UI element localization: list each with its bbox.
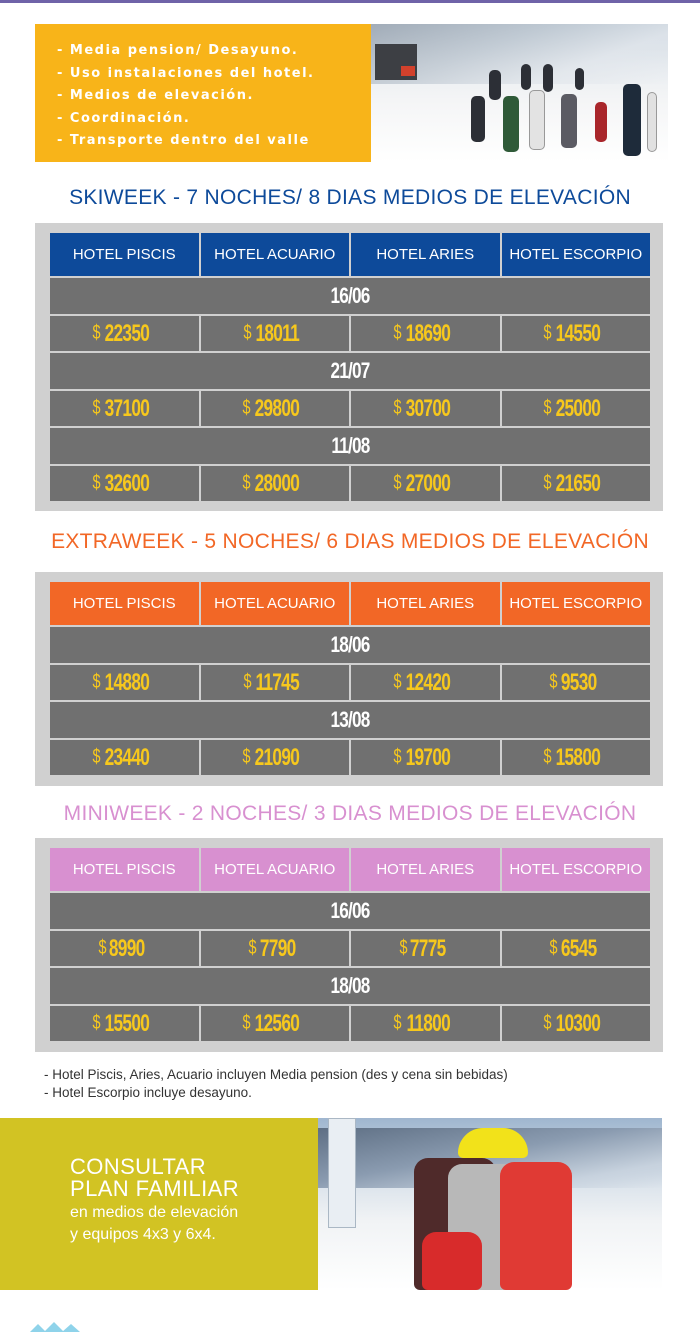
date-label: 16/06	[330, 283, 370, 308]
hotel-header-aries: HOTEL ARIES	[351, 582, 500, 625]
family-ski-photo	[318, 1118, 662, 1290]
include-item: - Media pension/ Desayuno.	[57, 43, 299, 58]
price-cell: $18011	[200, 316, 349, 351]
price-cell: $15800	[501, 740, 650, 775]
include-item: - Medios de elevación.	[57, 88, 254, 103]
family-plan-subtitle-line1: en medios de elevación	[70, 1204, 239, 1221]
family-plan-title-line1: CONSULTAR	[70, 1154, 207, 1179]
date-row: 16/06	[50, 278, 650, 314]
price-row: $23440 $21090 $19700 $15800	[50, 740, 650, 775]
price-cell: $15500	[50, 1006, 199, 1041]
price-cell: $29800	[200, 391, 349, 426]
date-row: 11/08	[50, 428, 650, 464]
price-cell: $9530	[501, 665, 650, 700]
price-cell: $14550	[501, 316, 650, 351]
include-item: - Transporte dentro del valle	[57, 133, 310, 148]
date-label: 18/06	[330, 632, 370, 657]
price-row: $8990 $7790 $7775 $6545	[50, 931, 650, 966]
price-cell: $11745	[200, 665, 349, 700]
price-cell: $30700	[351, 391, 500, 426]
price-cell: $28000	[200, 466, 349, 501]
date-row: 18/08	[50, 968, 650, 1004]
footnote: - Hotel Piscis, Aries, Acuario incluyen …	[44, 1067, 508, 1082]
table-header-row: HOTEL PISCIS HOTEL ACUARIO HOTEL ARIES H…	[50, 582, 650, 625]
price-cell: $27000	[351, 466, 500, 501]
table-header-row: HOTEL PISCIS HOTEL ACUARIO HOTEL ARIES H…	[50, 233, 650, 276]
hotel-header-piscis: HOTEL PISCIS	[50, 848, 199, 891]
hotel-header-escorpio: HOTEL ESCORPIO	[501, 233, 650, 276]
price-cell: $11800	[351, 1006, 500, 1041]
include-item: - Coordinación.	[57, 110, 191, 126]
price-cell: $14880	[50, 665, 199, 700]
date-label: 16/06	[330, 898, 370, 923]
footnotes: - Hotel Piscis, Aries, Acuario incluyen …	[44, 1066, 508, 1102]
extraweek-title: EXTRAWEEK - 5 NOCHES/ 6 DIAS MEDIOS DE E…	[51, 530, 649, 553]
price-row: $14880 $11745 $12420 $9530	[50, 665, 650, 700]
hotel-header-escorpio: HOTEL ESCORPIO	[501, 848, 650, 891]
date-row: 21/07	[50, 353, 650, 389]
price-cell: $6545	[501, 931, 650, 966]
date-label: 18/08	[330, 973, 370, 998]
price-cell: $19700	[351, 740, 500, 775]
hotel-header-acuario: HOTEL ACUARIO	[200, 233, 349, 276]
price-cell: $23440	[50, 740, 199, 775]
price-cell: $21650	[501, 466, 650, 501]
date-row: 16/06	[50, 893, 650, 929]
hotel-header-aries: HOTEL ARIES	[351, 233, 500, 276]
hotel-header-piscis: HOTEL PISCIS	[50, 233, 199, 276]
includes-banner: - Media pension/ Desayuno. - Uso instala…	[35, 24, 668, 162]
date-label: 11/08	[330, 433, 370, 458]
price-row: $15500 $12560 $11800 $10300	[50, 1006, 650, 1041]
price-cell: $37100	[50, 391, 199, 426]
hotel-header-acuario: HOTEL ACUARIO	[200, 582, 349, 625]
price-cell: $7790	[200, 931, 349, 966]
miniweek-table: HOTEL PISCIS HOTEL ACUARIO HOTEL ARIES H…	[35, 838, 663, 1052]
price-cell: $7775	[351, 931, 500, 966]
skiweek-table: HOTEL PISCIS HOTEL ACUARIO HOTEL ARIES H…	[35, 223, 663, 511]
price-cell: $22350	[50, 316, 199, 351]
includes-list: - Media pension/ Desayuno. - Uso instala…	[35, 24, 371, 162]
price-cell: $25000	[501, 391, 650, 426]
price-row: $37100 $29800 $30700 $25000	[50, 391, 650, 426]
date-row: 18/06	[50, 627, 650, 663]
hotel-header-acuario: HOTEL ACUARIO	[200, 848, 349, 891]
price-row: $22350 $18011 $18690 $14550	[50, 316, 650, 351]
hotel-header-escorpio: HOTEL ESCORPIO	[501, 582, 650, 625]
family-plan-box: CONSULTAR PLAN FAMILIAR en medios de ele…	[0, 1118, 318, 1290]
price-cell: $12420	[351, 665, 500, 700]
mountain-logo-icon	[30, 1322, 80, 1332]
hotel-header-piscis: HOTEL PISCIS	[50, 582, 199, 625]
family-plan-subtitle-line2: y equipos 4x3 y 6x4.	[70, 1226, 216, 1243]
extraweek-table: HOTEL PISCIS HOTEL ACUARIO HOTEL ARIES H…	[35, 572, 663, 786]
date-label: 21/07	[330, 358, 370, 383]
top-divider	[0, 0, 700, 3]
price-cell: $12560	[200, 1006, 349, 1041]
table-header-row: HOTEL PISCIS HOTEL ACUARIO HOTEL ARIES H…	[50, 848, 650, 891]
family-plan-title-line2: PLAN FAMILIAR	[70, 1176, 240, 1201]
price-cell: $21090	[200, 740, 349, 775]
date-row: 13/08	[50, 702, 650, 738]
price-cell: $32600	[50, 466, 199, 501]
date-label: 13/08	[330, 707, 370, 732]
ski-slope-photo	[371, 24, 668, 162]
hotel-header-aries: HOTEL ARIES	[351, 848, 500, 891]
miniweek-title: MINIWEEK - 2 NOCHES/ 3 DIAS MEDIOS DE EL…	[63, 802, 637, 825]
price-cell: $8990	[50, 931, 199, 966]
footnote: - Hotel Escorpio incluye desayuno.	[44, 1085, 252, 1100]
include-item: - Uso instalaciones del hotel.	[57, 65, 315, 81]
price-cell: $18690	[351, 316, 500, 351]
skiweek-title: SKIWEEK - 7 NOCHES/ 8 DIAS MEDIOS DE ELE…	[69, 186, 631, 209]
price-row: $32600 $28000 $27000 $21650	[50, 466, 650, 501]
price-cell: $10300	[501, 1006, 650, 1041]
